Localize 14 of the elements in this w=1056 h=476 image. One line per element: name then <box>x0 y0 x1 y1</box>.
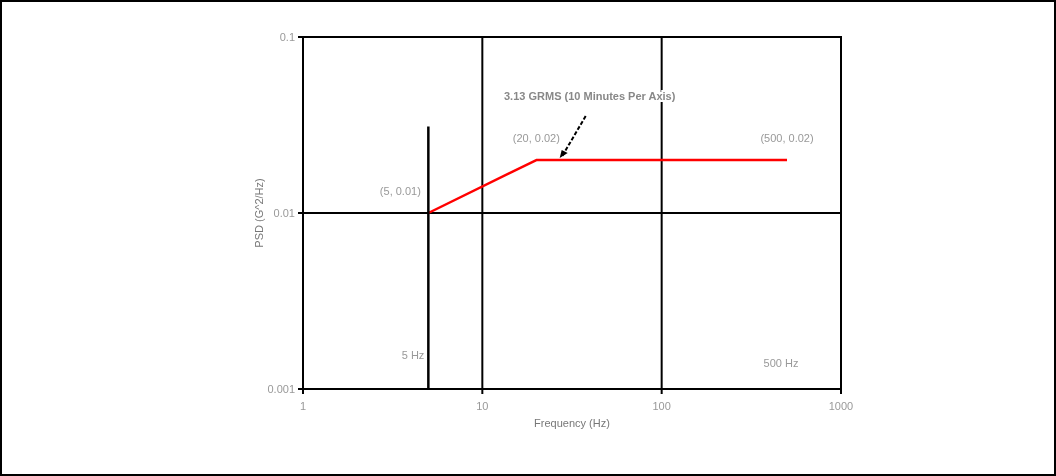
annotation: 5 Hz <box>401 349 425 361</box>
x-tick-label: 1000 <box>828 400 854 412</box>
y-axis-title: PSD (G^2/Hz) <box>253 178 265 248</box>
y-tick-label: 0.1 <box>279 31 295 43</box>
annotation: (500, 0.02) <box>760 132 814 145</box>
annotation: 500 Hz <box>763 357 799 369</box>
annotation: (20, 0.02) <box>512 132 560 145</box>
y-tick-label: 0.01 <box>273 207 295 219</box>
x-tick-label: 100 <box>652 400 671 412</box>
y-tick-label: 0.001 <box>267 383 295 395</box>
x-tick-label: 10 <box>476 400 489 412</box>
x-axis-title: Frequency (Hz) <box>534 417 610 429</box>
x-tick-label: 1 <box>299 400 307 412</box>
annotation: (5, 0.01) <box>379 185 421 197</box>
